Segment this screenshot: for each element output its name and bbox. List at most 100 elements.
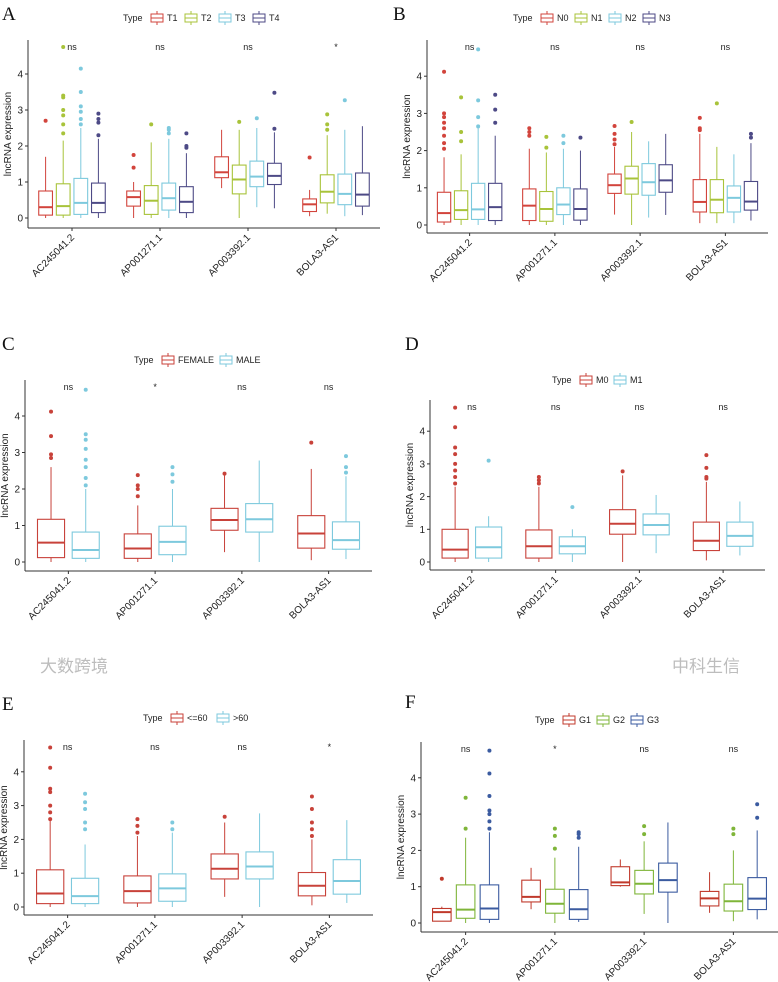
outlier-point <box>576 835 581 840</box>
boxplot-n2 <box>726 154 742 224</box>
legend-item: N0 <box>540 11 569 25</box>
significance-label: ns <box>63 742 73 752</box>
panel-letter: D <box>405 334 419 355</box>
outlier-point <box>170 479 175 484</box>
outlier-point <box>476 47 481 52</box>
x-tick-label: AP003392.1 <box>603 936 650 982</box>
significance-label: ns <box>639 744 649 754</box>
box <box>692 179 707 213</box>
box <box>331 521 361 550</box>
box <box>709 179 725 214</box>
y-tick-label: 1 <box>416 183 422 194</box>
y-tick-label: 4 <box>14 412 20 423</box>
box <box>245 503 274 533</box>
box <box>123 533 152 559</box>
boxplot-female <box>210 471 239 553</box>
outlier-point <box>527 126 532 131</box>
box <box>521 879 541 903</box>
box <box>568 889 589 920</box>
outlier-point <box>576 830 581 835</box>
boxplot-t2 <box>231 119 247 218</box>
boxplot-n0 <box>436 69 452 225</box>
boxplot-m0 <box>441 405 469 562</box>
significance-label: * <box>334 42 338 52</box>
box <box>210 853 239 880</box>
x-tick-label: AP001271.1 <box>118 232 165 279</box>
significance-label: ns <box>67 42 77 52</box>
y-tick-label: 1 <box>14 521 20 532</box>
outlier-point <box>642 824 647 829</box>
outlier-point <box>453 468 458 473</box>
boxplot-t2 <box>319 112 335 214</box>
outlier-point <box>135 817 140 822</box>
legend-item: M1 <box>613 373 643 387</box>
box <box>36 869 65 905</box>
y-tick-label: 4 <box>410 773 416 784</box>
boxplot-t1 <box>302 155 318 217</box>
outlier-point <box>272 90 277 95</box>
outlier-point <box>83 476 88 481</box>
outlier-point <box>493 120 498 125</box>
legend-item: T1 <box>150 11 178 25</box>
panel-letter: C <box>2 334 15 355</box>
outlier-point <box>612 142 617 147</box>
y-tick-label: 0 <box>410 919 416 930</box>
boxplot-g2 <box>634 824 654 914</box>
outlier-point <box>184 131 189 136</box>
outlier-point <box>544 134 549 139</box>
outlier-point <box>453 461 458 466</box>
legend-item: T3 <box>218 11 246 25</box>
significance-label: ns <box>551 402 561 412</box>
outlier-point <box>453 405 458 410</box>
boxplot-n2 <box>470 47 486 225</box>
boxplot-n1 <box>624 119 639 225</box>
boxplot-t2 <box>55 45 71 218</box>
legend-item: FEMALE <box>161 353 214 367</box>
boxplot-g3 <box>479 748 500 923</box>
outlier-point <box>166 126 171 130</box>
box <box>126 190 142 207</box>
boxplot-female <box>297 440 326 561</box>
outlier-point <box>714 101 719 106</box>
box <box>70 877 100 905</box>
outlier-point <box>135 830 140 835</box>
outlier-point <box>536 478 541 483</box>
outlier-point <box>222 471 227 476</box>
boxplot-male <box>245 460 274 562</box>
legend-title: Type <box>513 13 533 23</box>
box <box>743 180 759 211</box>
outlier-point <box>704 453 709 458</box>
outlier-point <box>453 474 458 479</box>
outlier-point <box>170 827 175 832</box>
significance-label: ns <box>729 744 739 754</box>
outlier-point <box>487 808 492 813</box>
outlier-point <box>309 827 314 832</box>
outlier-point <box>442 133 447 138</box>
outlier-point <box>78 122 83 127</box>
box <box>38 190 54 216</box>
outlier-point <box>536 474 541 479</box>
boxplot-female <box>123 473 152 562</box>
y-axis-title: lncRNA expression <box>405 443 416 527</box>
boxplot-t3 <box>249 116 265 208</box>
outlier-point <box>49 452 54 457</box>
legend-item: G3 <box>630 713 659 727</box>
outlier-point <box>453 445 458 450</box>
outlier-point <box>83 457 88 462</box>
y-tick-label: 2 <box>14 485 20 496</box>
boxplot-t1 <box>38 118 54 218</box>
outlier-point <box>578 135 583 140</box>
outlier-point <box>325 122 330 127</box>
y-tick-label: 0 <box>416 221 422 232</box>
outlier-point <box>83 387 88 392</box>
y-tick-label: 2 <box>410 846 416 857</box>
boxplot-n0 <box>607 124 622 215</box>
outlier-point <box>343 465 348 470</box>
outlier-point <box>612 124 617 129</box>
boxplot-g2 <box>723 826 744 922</box>
significance-label: * <box>553 744 557 754</box>
outlier-point <box>612 137 617 142</box>
outlier-point <box>49 434 54 439</box>
boxplot-<=60 <box>123 817 152 907</box>
